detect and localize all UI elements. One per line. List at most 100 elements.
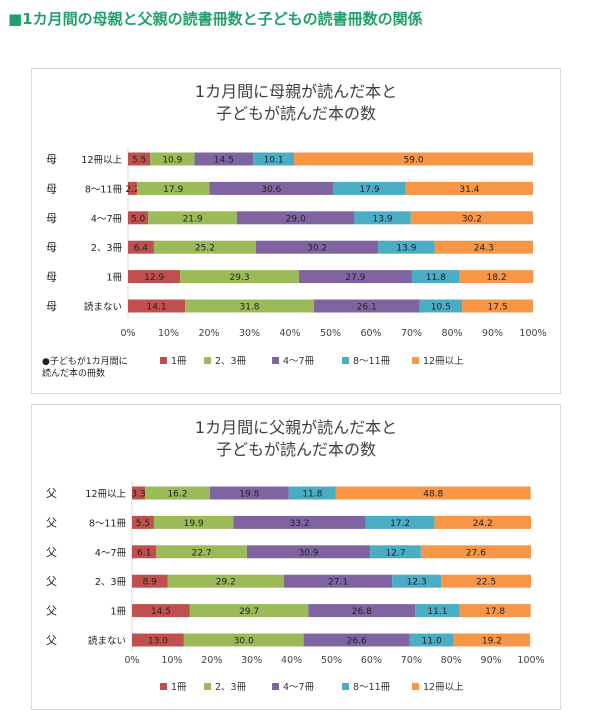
category-label: 12冊以上 bbox=[85, 489, 126, 500]
bar-segment bbox=[434, 240, 533, 254]
data-label: 30.0 bbox=[234, 637, 254, 647]
category-prefix-label: 父 bbox=[46, 487, 57, 500]
legend-label: 4〜7冊 bbox=[283, 682, 315, 693]
bar-segment bbox=[284, 574, 393, 588]
data-label: 17.9 bbox=[360, 185, 380, 195]
data-label: 6.4 bbox=[134, 244, 149, 254]
category-label: 読まない bbox=[88, 635, 126, 647]
category-label: 2、3冊 bbox=[91, 243, 123, 254]
category-label: 8〜11冊 bbox=[85, 184, 123, 195]
category-prefix-label: 父 bbox=[46, 546, 57, 559]
bar-segment bbox=[253, 152, 295, 166]
legend-label: 12冊以上 bbox=[423, 356, 464, 367]
legend-swatch bbox=[412, 357, 419, 364]
legend-swatch bbox=[204, 683, 211, 690]
bar-segment bbox=[405, 181, 533, 195]
data-label: 19.8 bbox=[239, 490, 259, 500]
data-label: 10.1 bbox=[264, 156, 284, 166]
data-label: 17.8 bbox=[485, 607, 505, 617]
chart-title-line1: 1カ月間に母親が読んだ本と bbox=[194, 82, 398, 101]
data-label: 14.1 bbox=[147, 303, 167, 313]
data-label: 30.9 bbox=[299, 548, 319, 558]
category-prefix-label: 父 bbox=[46, 605, 57, 618]
mother-chart-panel: 1カ月間に母親が読んだ本と 子どもが読んだ本の数 母 12冊以上 5.5 10.9 14… bbox=[31, 68, 561, 394]
data-label: 19.9 bbox=[184, 519, 204, 529]
data-label: 29.2 bbox=[216, 578, 236, 588]
x-tick-label: 50% bbox=[320, 328, 341, 339]
legend-label: 1冊 bbox=[171, 356, 187, 367]
bar-segment bbox=[236, 211, 355, 225]
legend-swatch bbox=[272, 357, 279, 364]
chart-title-line2: 子どもが読んだ本の数 bbox=[215, 440, 376, 459]
bar-segment bbox=[333, 181, 406, 195]
chart-title-line2: 子どもが読んだ本の数 bbox=[215, 104, 376, 123]
bar-segment bbox=[308, 604, 416, 618]
bar-segment bbox=[132, 574, 168, 588]
data-label: 11.8 bbox=[426, 273, 446, 283]
bar-segment bbox=[392, 574, 442, 588]
category-label: 4〜7冊 bbox=[95, 548, 127, 559]
legend-label: 2、3冊 bbox=[215, 356, 247, 367]
bar-segment bbox=[370, 545, 421, 559]
bar-segment bbox=[441, 574, 531, 588]
x-tick-label: 80% bbox=[441, 655, 462, 666]
data-label: 24.3 bbox=[474, 244, 494, 254]
data-label: 30.6 bbox=[261, 185, 281, 195]
category-label: 1冊 bbox=[110, 607, 126, 618]
data-label: 26.8 bbox=[352, 607, 372, 617]
bar-segment bbox=[153, 240, 256, 254]
data-label: 14.5 bbox=[151, 607, 171, 617]
x-tick-label: 20% bbox=[198, 328, 219, 339]
data-label: 14.5 bbox=[214, 156, 234, 166]
chart-title: 1カ月間に父親が読んだ本と 子どもが読んだ本の数 bbox=[32, 417, 560, 461]
x-tick-label: 80% bbox=[441, 328, 462, 339]
bar-segment bbox=[255, 240, 379, 254]
data-label: 3.3 bbox=[131, 490, 145, 500]
bar-segment bbox=[185, 299, 314, 313]
x-tick-label: 100% bbox=[519, 328, 546, 339]
data-label: 11.8 bbox=[302, 490, 322, 500]
bar-segment bbox=[132, 486, 146, 500]
x-tick-label: 70% bbox=[401, 328, 422, 339]
x-tick-label: 50% bbox=[321, 655, 342, 666]
bar-segment bbox=[459, 270, 534, 284]
x-tick-label: 70% bbox=[401, 655, 422, 666]
chart-title-line1: 1カ月間に父親が読んだ本と bbox=[194, 418, 398, 437]
category-label: 2、3冊 bbox=[95, 577, 127, 588]
data-label: 27.9 bbox=[345, 273, 365, 283]
bar-segment bbox=[132, 545, 157, 559]
chart-title: 1カ月間に母親が読んだ本と 子どもが読んだ本の数 bbox=[32, 81, 560, 125]
x-tick-label: 60% bbox=[360, 328, 381, 339]
bar-segment bbox=[136, 181, 210, 195]
bar-segment bbox=[194, 152, 254, 166]
bar-segment bbox=[183, 633, 304, 647]
bar-segment bbox=[246, 545, 371, 559]
father-bar-chart: 父 12冊以上 3.3 16.2 19.8 11.8 48.8 父 8〜11冊 5.5 19.9 33… bbox=[46, 481, 545, 693]
category-prefix-label: 母 bbox=[46, 300, 57, 313]
bar-segment bbox=[298, 270, 412, 284]
data-label: 13.0 bbox=[148, 637, 168, 647]
data-label: 25.2 bbox=[195, 244, 215, 254]
category-prefix-label: 母 bbox=[46, 241, 57, 254]
x-tick-label: 10% bbox=[158, 328, 179, 339]
bar-segment bbox=[294, 152, 533, 166]
bar-segment bbox=[153, 515, 234, 529]
bar-segment bbox=[411, 270, 460, 284]
legend-label: 1冊 bbox=[171, 682, 187, 693]
data-label: 29.3 bbox=[230, 273, 250, 283]
x-tick-label: 60% bbox=[361, 655, 382, 666]
bar-segment bbox=[145, 486, 210, 500]
x-tick-label: 0% bbox=[124, 655, 139, 666]
category-prefix-label: 父 bbox=[46, 516, 57, 529]
category-prefix-label: 母 bbox=[46, 212, 57, 225]
bar-segment bbox=[233, 515, 366, 529]
note-line1: ●子どもが1カ月間に bbox=[42, 357, 128, 367]
x-tick-label: 30% bbox=[241, 655, 262, 666]
data-label: 16.2 bbox=[167, 490, 187, 500]
data-label: 13.9 bbox=[373, 214, 393, 224]
category-prefix-label: 母 bbox=[46, 153, 57, 166]
x-tick-label: 10% bbox=[161, 655, 182, 666]
data-label: 29.7 bbox=[239, 607, 259, 617]
category-label: 8〜11冊 bbox=[89, 518, 127, 529]
legend-label: 12冊以上 bbox=[423, 682, 464, 693]
